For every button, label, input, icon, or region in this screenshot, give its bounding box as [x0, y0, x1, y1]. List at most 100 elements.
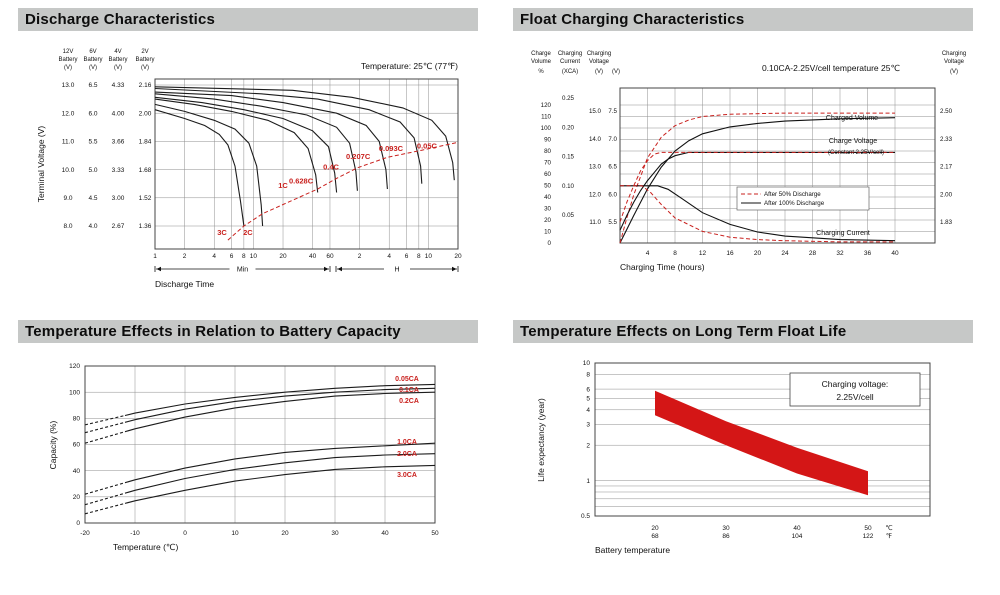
- axis-header: Charging: [558, 51, 582, 57]
- arrow-right-icon: [452, 266, 457, 272]
- plot-frame: [84, 365, 436, 524]
- tick-label: 70: [544, 160, 551, 167]
- tick-label: 8: [673, 250, 677, 257]
- tick-label: 0.20: [562, 124, 575, 131]
- tick-label: 4: [586, 407, 590, 414]
- tick-label: 5.0: [88, 167, 97, 174]
- curve-3.0CA-dashed: [84, 502, 126, 515]
- annotation-text: 2.25V/cell: [836, 392, 873, 402]
- tick-label: 20: [754, 250, 762, 257]
- legend-box: [736, 186, 870, 211]
- tick-label: 8: [242, 253, 246, 260]
- curve-label: 0.207C: [346, 152, 371, 161]
- tick-label: 11.0: [589, 219, 601, 226]
- curve-1.0CA-dashed: [84, 482, 126, 495]
- panel-title: Discharge Characteristics: [25, 11, 216, 28]
- tick-label: 5.5: [88, 139, 97, 146]
- curve-1C: [154, 98, 319, 193]
- tick-label: 1.83: [940, 219, 953, 226]
- tick-label: 16: [726, 250, 734, 257]
- panel-float-charging: Float Charging Characteristics Charge Vol…: [513, 8, 973, 303]
- curve-2C: [154, 103, 264, 227]
- y-axis-title: Life expectancy (year): [536, 398, 546, 482]
- tick-label: 50: [431, 530, 439, 537]
- curve-charged-volume-after-100: [619, 117, 896, 244]
- tick-label: 2.00: [139, 110, 152, 117]
- tick-label: 10: [425, 253, 433, 260]
- tick-label: 5.5: [608, 219, 617, 226]
- tick-label: 68: [651, 533, 659, 540]
- panel-float-life: Temperature Effects on Long Term Float L…: [513, 320, 973, 593]
- curve-label: (Constant 2.25V/cell): [828, 150, 884, 156]
- curve-0.4C: [154, 93, 358, 191]
- tick-label: 1.36: [139, 223, 152, 230]
- curve-label: 0.093C: [379, 144, 404, 153]
- axis-header: 2V: [141, 49, 148, 55]
- tick-label: 20: [544, 217, 551, 224]
- curve-0.05CA: [124, 383, 436, 417]
- axis-unit: (V): [950, 69, 958, 75]
- tick-label: 0.25: [562, 95, 575, 102]
- plot-area: [594, 362, 931, 517]
- panel-title-bar: Float Charging Characteristics: [513, 8, 973, 31]
- legend-label: After 100% Discharge: [764, 200, 825, 207]
- axis-unit: %: [538, 69, 544, 75]
- tick-label: 8.0: [63, 223, 72, 230]
- unit-label: ℉: [886, 533, 892, 540]
- tick-label: 86: [722, 533, 730, 540]
- tick-label: 14.0: [589, 136, 602, 143]
- tick-label: 2.67: [112, 223, 125, 230]
- life-band: [655, 390, 868, 496]
- curve-label: 1.0CA: [397, 439, 417, 446]
- tick-label: 4: [212, 253, 216, 260]
- curve-0.207C: [154, 91, 388, 190]
- tick-label: 100: [69, 389, 80, 396]
- tick-label: 120: [541, 102, 552, 109]
- x-axis-title: Discharge Time: [155, 279, 214, 289]
- tick-label: 50: [544, 183, 551, 190]
- tick-label: 122: [863, 533, 874, 540]
- tick-label: 5: [586, 396, 590, 403]
- plot-area: [84, 365, 436, 524]
- tick-label: 100: [541, 125, 552, 132]
- tick-label: 20: [281, 530, 289, 537]
- curve-label: 2C: [243, 228, 253, 237]
- tick-label: 2.16: [139, 82, 152, 89]
- tick-label: 13.0: [62, 82, 75, 89]
- tick-label: 24: [781, 250, 789, 257]
- curve-label: 0.05CA: [395, 376, 419, 383]
- tick-label: 30: [331, 530, 339, 537]
- plot-area: [154, 78, 459, 250]
- curve-label: 0.1CA: [399, 387, 419, 394]
- axis-header: Volume: [531, 59, 552, 65]
- tick-label: 13.0: [589, 164, 602, 171]
- tick-label: 1.84: [139, 139, 152, 146]
- tick-label: 40: [544, 194, 551, 201]
- axis-header: 12V: [63, 49, 74, 55]
- x-axis-title: Temperature (℃): [113, 542, 178, 552]
- tick-label: 20: [454, 253, 462, 260]
- curve-0.093C: [154, 87, 423, 184]
- arrow-left-icon: [337, 266, 342, 272]
- tick-label: 60: [73, 442, 81, 449]
- plot-area: [619, 87, 936, 244]
- legend-label: After 50% Discharge: [764, 191, 821, 198]
- tick-label: 36: [864, 250, 872, 257]
- curve-label: Charging Current: [816, 230, 870, 237]
- tick-label: -20: [80, 530, 90, 537]
- tick-label: 4.33: [112, 82, 125, 89]
- panel-title-bar: Discharge Characteristics: [18, 8, 478, 31]
- tick-label: 60: [326, 253, 334, 260]
- tick-label: 9.0: [63, 195, 72, 202]
- tick-label: 40: [891, 250, 899, 257]
- tick-label: 0: [548, 240, 552, 247]
- tick-label: 80: [73, 416, 81, 423]
- axis-header: Battery: [135, 57, 154, 63]
- plot-frame: [594, 362, 931, 517]
- tick-label: 10: [544, 229, 551, 236]
- unit-label: ℃: [885, 524, 892, 532]
- curve-0.2CA-dashed: [84, 431, 126, 444]
- curve-label: 1C: [278, 181, 288, 190]
- tick-label: 12.0: [62, 110, 75, 117]
